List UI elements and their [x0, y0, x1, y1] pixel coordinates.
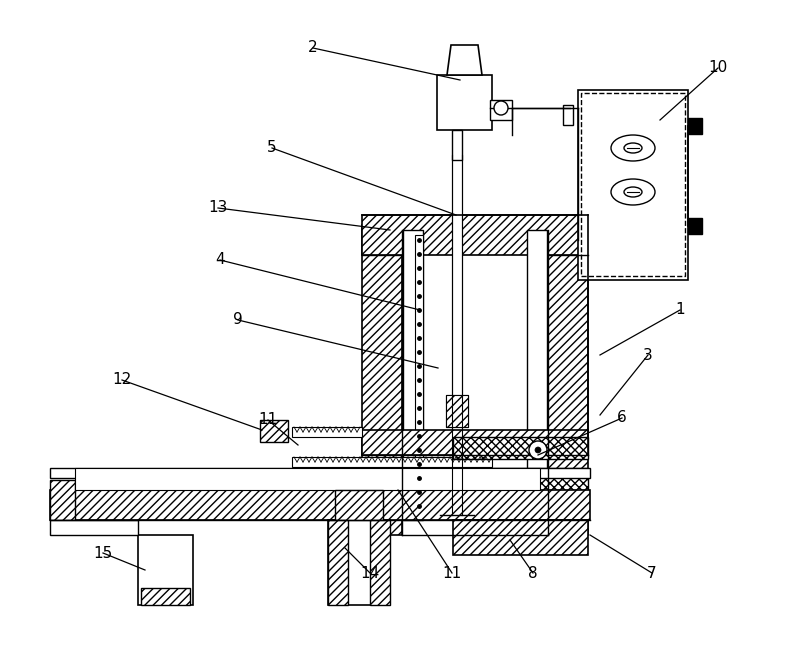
Bar	[688, 218, 702, 234]
Bar	[292, 457, 492, 467]
Text: 6: 6	[617, 410, 627, 426]
Bar	[548, 225, 588, 535]
Text: 1: 1	[675, 302, 685, 317]
Bar	[362, 215, 588, 255]
Text: 8: 8	[528, 565, 538, 581]
Circle shape	[494, 101, 508, 115]
Bar	[335, 490, 383, 520]
Bar	[260, 420, 288, 442]
Bar	[446, 395, 468, 427]
Ellipse shape	[624, 187, 642, 197]
Bar	[452, 130, 462, 160]
Bar	[50, 490, 590, 520]
Circle shape	[529, 441, 547, 459]
Bar	[138, 535, 193, 605]
Polygon shape	[447, 45, 482, 75]
Text: 14: 14	[360, 565, 380, 581]
Text: 9: 9	[233, 313, 243, 328]
Bar	[437, 75, 492, 130]
Text: 13: 13	[208, 200, 228, 216]
Text: 15: 15	[94, 545, 113, 561]
Bar	[581, 93, 685, 276]
Bar	[50, 520, 138, 535]
Bar	[362, 430, 588, 455]
Bar	[415, 235, 423, 515]
Bar	[75, 468, 540, 490]
Bar	[563, 105, 573, 125]
Bar	[141, 588, 190, 605]
Bar	[453, 437, 588, 459]
Bar	[50, 480, 75, 520]
Text: 3: 3	[643, 348, 653, 362]
Bar	[453, 468, 588, 490]
Bar	[578, 90, 688, 280]
Text: 11: 11	[258, 413, 278, 428]
Bar	[453, 520, 588, 555]
Bar	[50, 468, 590, 478]
Bar	[688, 118, 702, 134]
Bar	[452, 155, 462, 515]
Text: 12: 12	[112, 373, 132, 388]
Text: 10: 10	[708, 61, 728, 76]
Bar	[292, 427, 362, 437]
Bar	[527, 230, 547, 520]
Text: 2: 2	[308, 41, 318, 56]
Text: 5: 5	[267, 140, 277, 156]
Bar	[490, 100, 512, 120]
Text: 11: 11	[442, 565, 462, 581]
Circle shape	[535, 447, 541, 453]
Bar	[328, 520, 390, 605]
Ellipse shape	[624, 143, 642, 153]
Ellipse shape	[611, 135, 655, 161]
Text: 7: 7	[647, 565, 657, 581]
Ellipse shape	[611, 179, 655, 205]
Bar	[370, 520, 390, 605]
Bar	[446, 395, 468, 427]
Bar	[403, 230, 423, 520]
Bar	[362, 225, 402, 535]
Bar	[328, 520, 348, 605]
Text: 4: 4	[215, 253, 225, 267]
